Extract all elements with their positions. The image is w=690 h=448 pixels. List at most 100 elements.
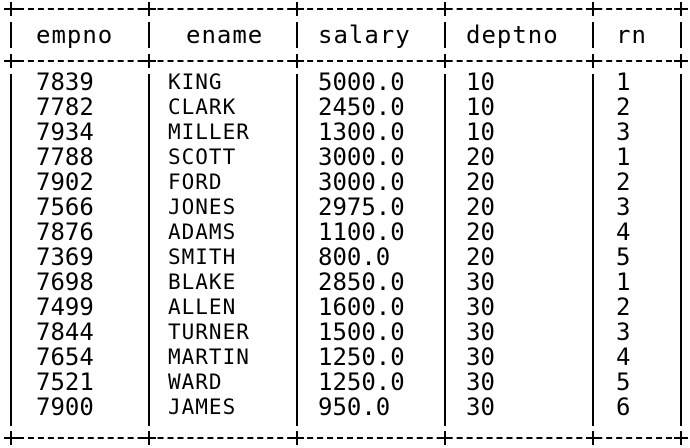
cell-rn: 1	[616, 268, 631, 296]
cell-rn: 3	[616, 193, 631, 221]
cell-salary: 800.0	[318, 243, 391, 271]
cell-rn: 4	[616, 218, 631, 246]
cell-deptno: 20	[466, 193, 495, 221]
cell-deptno: 30	[466, 318, 495, 346]
cell-salary: 1250.0	[318, 368, 405, 396]
cell-empno: 7902	[36, 168, 94, 196]
border-junction	[438, 2, 452, 16]
border-junction	[674, 431, 688, 445]
cell-rn: 2	[616, 168, 631, 196]
cell-deptno: 20	[466, 218, 495, 246]
border-junction	[4, 2, 18, 16]
cell-deptno: 30	[466, 393, 495, 421]
table-row: 7900 JAMES 950.0 30 6	[0, 395, 690, 420]
cell-rn: 2	[616, 93, 631, 121]
column-header-deptno: deptno	[466, 21, 559, 49]
column-divider	[10, 22, 12, 48]
cell-empno: 7934	[36, 118, 94, 146]
border-junction	[586, 2, 600, 16]
cell-deptno: 30	[466, 343, 495, 371]
border-junction	[4, 431, 18, 445]
border-junction	[674, 2, 688, 16]
border-junction	[290, 431, 304, 445]
cell-deptno: 20	[466, 243, 495, 271]
table-row: 7876 ADAMS 1100.0 20 4	[0, 220, 690, 245]
cell-empno: 7782	[36, 93, 94, 121]
cell-deptno: 10	[466, 68, 495, 96]
cell-salary: 2975.0	[318, 193, 405, 221]
cell-empno: 7499	[36, 293, 94, 321]
border-junction	[438, 54, 452, 68]
cell-ename: TURNER	[168, 320, 250, 344]
cell-salary: 2850.0	[318, 268, 405, 296]
column-divider	[148, 22, 150, 48]
cell-ename: JAMES	[168, 395, 237, 419]
column-divider	[296, 22, 298, 48]
table-row: 7788 SCOTT 3000.0 20 1	[0, 145, 690, 170]
cell-rn: 2	[616, 293, 631, 321]
cell-empno: 7698	[36, 268, 94, 296]
column-divider	[444, 74, 446, 426]
cell-empno: 7369	[36, 243, 94, 271]
border-junction	[142, 54, 156, 68]
cell-rn: 1	[616, 143, 631, 171]
table-header-separator	[8, 60, 682, 62]
column-divider	[592, 74, 594, 426]
column-divider	[148, 74, 150, 426]
table-row: 7839 KING 5000.0 10 1	[0, 70, 690, 95]
border-junction	[4, 54, 18, 68]
cell-salary: 1300.0	[318, 118, 405, 146]
border-junction	[290, 54, 304, 68]
cell-salary: 1600.0	[318, 293, 405, 321]
cell-rn: 5	[616, 243, 631, 271]
cell-rn: 5	[616, 368, 631, 396]
cell-salary: 3000.0	[318, 168, 405, 196]
cell-rn: 3	[616, 118, 631, 146]
border-junction	[438, 431, 452, 445]
column-header-ename: ename	[186, 21, 264, 49]
column-divider	[680, 74, 682, 426]
table-row: 7499 ALLEN 1600.0 30 2	[0, 295, 690, 320]
cell-empno: 7844	[36, 318, 94, 346]
cell-deptno: 30	[466, 368, 495, 396]
cell-salary: 1500.0	[318, 318, 405, 346]
cell-ename: FORD	[168, 170, 223, 194]
column-header-rn: rn	[616, 21, 647, 49]
cell-salary: 3000.0	[318, 143, 405, 171]
cell-empno: 7521	[36, 368, 94, 396]
border-junction	[586, 54, 600, 68]
cell-ename: SMITH	[168, 245, 237, 269]
cell-deptno: 20	[466, 168, 495, 196]
border-junction	[290, 2, 304, 16]
table-row: 7698 BLAKE 2850.0 30 1	[0, 270, 690, 295]
border-junction	[586, 431, 600, 445]
cell-salary: 1250.0	[318, 343, 405, 371]
table-row: 7902 FORD 3000.0 20 2	[0, 170, 690, 195]
cell-salary: 950.0	[318, 393, 391, 421]
cell-ename: SCOTT	[168, 145, 237, 169]
table-bottom-border	[8, 437, 682, 439]
table-row: 7844 TURNER 1500.0 30 3	[0, 320, 690, 345]
cell-ename: ALLEN	[168, 295, 237, 319]
cell-empno: 7788	[36, 143, 94, 171]
border-junction	[142, 2, 156, 16]
table-row: 7934 MILLER 1300.0 10 3	[0, 120, 690, 145]
table-body: 7839 KING 5000.0 10 1 7782 CLARK 2450.0 10 2 7934 M…	[0, 70, 690, 420]
column-divider	[10, 74, 12, 426]
table-row: 7566 JONES 2975.0 20 3	[0, 195, 690, 220]
cell-empno: 7900	[36, 393, 94, 421]
table-row: 7521 WARD 1250.0 30 5	[0, 370, 690, 395]
table-row: 7369 SMITH 800.0 20 5	[0, 245, 690, 270]
cell-deptno: 30	[466, 268, 495, 296]
cell-empno: 7839	[36, 68, 94, 96]
column-header-salary: salary	[318, 21, 411, 49]
table-row: 7782 CLARK 2450.0 10 2	[0, 95, 690, 120]
column-divider	[680, 22, 682, 48]
column-divider	[592, 22, 594, 48]
cell-empno: 7654	[36, 343, 94, 371]
column-divider	[296, 74, 298, 426]
cell-deptno: 30	[466, 293, 495, 321]
cell-deptno: 20	[466, 143, 495, 171]
cell-ename: MILLER	[168, 120, 250, 144]
